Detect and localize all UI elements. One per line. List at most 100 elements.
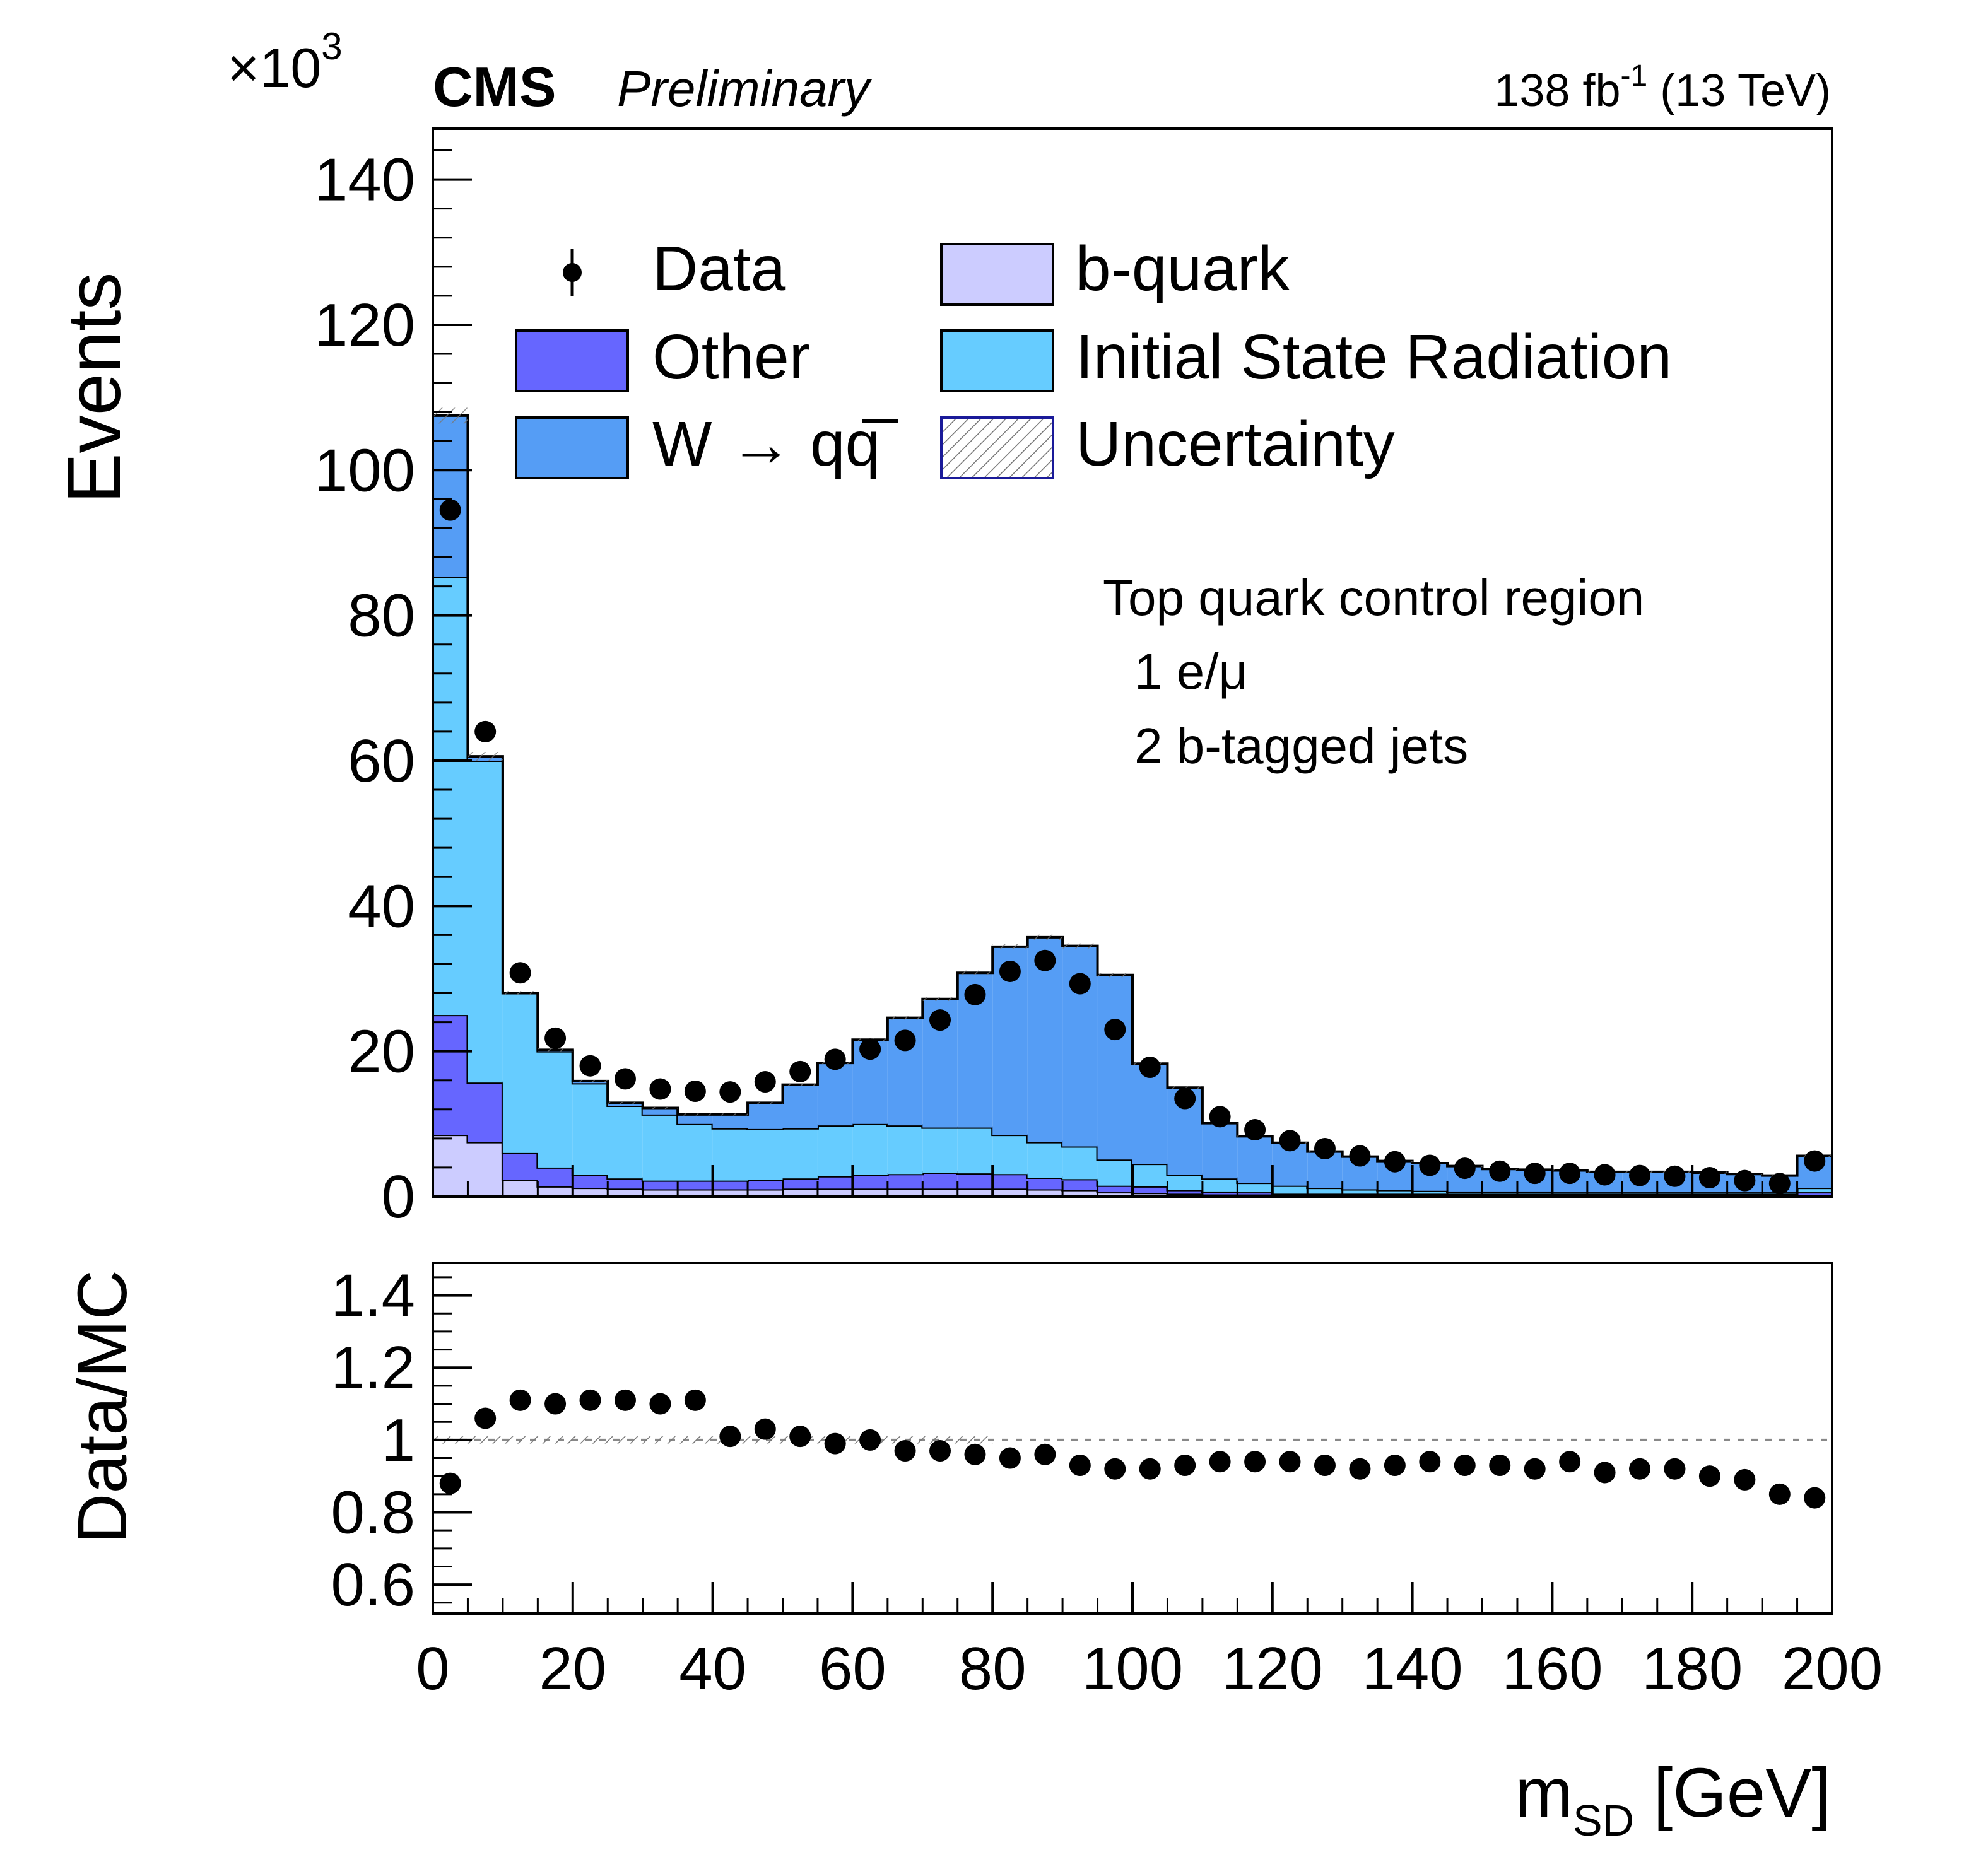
main-ytick-label-3: 60 [348,727,415,795]
ratio-point-bin-19 [1104,1458,1126,1480]
data-point-bin-36 [1698,1167,1720,1189]
ratio-point-bin-11 [824,1432,846,1455]
ratio-uncertainty-bin-5 [608,1436,643,1444]
bar-bquark-bin-8 [712,1189,748,1197]
bar-wqq-bin-19 [1097,975,1132,1160]
bar-wqq-bin-9 [748,1103,783,1129]
status-label: Preliminary [617,61,873,117]
legend-uncertainty-label: Uncertainty [1076,409,1395,479]
uncertainty-bin-1 [468,752,503,761]
bar-other-bin-8 [712,1180,748,1190]
bar-bquark-bin-21 [1167,1193,1203,1197]
data-point-bin-20 [1139,1056,1161,1078]
bar-isr-bin-5 [608,1106,643,1179]
x-axis-title: mSD [GeV] [1515,1754,1831,1845]
data-point-bin-29 [1454,1157,1476,1180]
bar-bquark-bin-5 [608,1188,643,1197]
ratio-uncertainty-bin-9 [748,1436,783,1444]
legend-other-label: Other [652,322,810,392]
bar-isr-bin-12 [852,1123,888,1175]
ratio-point-bin-21 [1174,1454,1196,1476]
bar-wqq-bin-8 [712,1114,748,1128]
legend-uncertainty-swatch [940,416,1054,479]
bar-wqq-bin-10 [782,1084,818,1128]
data-point-bin-32 [1559,1163,1581,1185]
ratio-point-bin-28 [1419,1451,1441,1473]
uncertainty-bin-21 [1167,1086,1203,1089]
bar-bquark-bin-17 [1027,1189,1063,1197]
data-point-bin-13 [894,1029,916,1052]
data-point-bin-25 [1314,1137,1336,1159]
bar-bquark-bin-11 [817,1188,853,1197]
bar-bquark-bin-2 [502,1180,538,1197]
bar-bquark-bin-19 [1097,1192,1132,1197]
legend-other-swatch [515,329,629,392]
legend-other: Other [515,322,810,392]
bar-isr-bin-27 [1377,1190,1413,1194]
data-point-bin-35 [1664,1165,1686,1187]
legend-wqq: W → qq [515,409,898,479]
bar-bquark-bin-7 [678,1189,713,1197]
uncertainty-bin-9 [748,1101,783,1104]
x-tick-label-0: 0 [416,1635,449,1702]
data-point-bin-24 [1279,1130,1301,1152]
ratio-point-bin-15 [964,1443,986,1465]
ratio-y-axis-title: Data/MC [64,1270,141,1544]
legend-isr-swatch [940,329,1054,392]
data-point-bin-37 [1734,1169,1756,1192]
y-multiplier-base: ×10 [227,37,321,99]
bar-isr-bin-26 [1342,1189,1378,1194]
main-stacked-histogram [433,414,1832,1197]
legend-bquark: b-quark [940,233,1290,306]
x-tick-label-1: 20 [539,1635,606,1702]
ratio-ytick-label-3: 1.2 [331,1334,415,1402]
data-point-bin-5 [614,1068,636,1090]
ratio-uncertainty-bin-14 [922,1436,958,1444]
ratio-point-bin-6 [649,1393,671,1415]
main-ytick-label-0: 0 [382,1163,415,1231]
bar-isr-bin-11 [817,1125,853,1176]
ratio-point-bin-26 [1349,1458,1371,1480]
main-data-points [439,499,1826,1195]
ratio-point-bin-30 [1489,1454,1511,1476]
bar-isr-bin-1 [468,760,503,1083]
ratio-data-points [439,1389,1826,1509]
bar-isr-bin-7 [678,1123,713,1181]
data-point-bin-28 [1419,1154,1441,1176]
legend-bquark-swatch [940,243,1054,306]
ratio-point-bin-27 [1384,1454,1406,1476]
bar-isr-bin-20 [1132,1164,1168,1186]
bar-other-bin-14 [922,1172,958,1189]
ratio-point-bin-10 [789,1426,811,1448]
bar-bquark-bin-20 [1132,1193,1168,1197]
bar-isr-bin-24 [1272,1185,1308,1194]
legend: Data b-quark Other Initial State Radiati… [515,233,1672,479]
ratio-ytick-label-0: 0.6 [331,1551,415,1619]
y-multiplier-exponent: 3 [321,25,342,67]
data-point-bin-38 [1768,1173,1791,1195]
uncertainty-bin-7 [678,1113,713,1116]
legend-wqq-label: W → qq [652,409,880,479]
annotation-line-2: 1 e/μ [1134,643,1248,700]
bar-other-bin-9 [748,1180,783,1190]
data-point-bin-4 [579,1055,601,1077]
ratio-uncertainty-bin-6 [642,1436,678,1444]
bar-wqq-bin-6 [642,1108,678,1115]
bar-other-bin-13 [887,1174,923,1189]
lumi-value: 138 fb [1494,66,1620,116]
bar-isr-bin-6 [642,1114,678,1181]
uncertainty-bin-17 [1027,934,1063,940]
bar-other-bin-16 [992,1174,1028,1189]
data-point-bin-31 [1524,1163,1546,1185]
bar-other-bin-4 [572,1175,608,1188]
bar-other-bin-12 [852,1175,888,1189]
legend-data-label: Data [652,233,786,304]
data-point-bin-17 [1034,949,1056,971]
bar-bquark-bin-15 [957,1188,993,1197]
experiment-label: CMS [433,56,556,118]
bar-bquark-bin-10 [782,1188,818,1197]
uncertainty-bin-0 [433,407,468,424]
bar-bquark-bin-14 [922,1188,958,1197]
ratio-uncertainty-bin-4 [572,1436,608,1444]
